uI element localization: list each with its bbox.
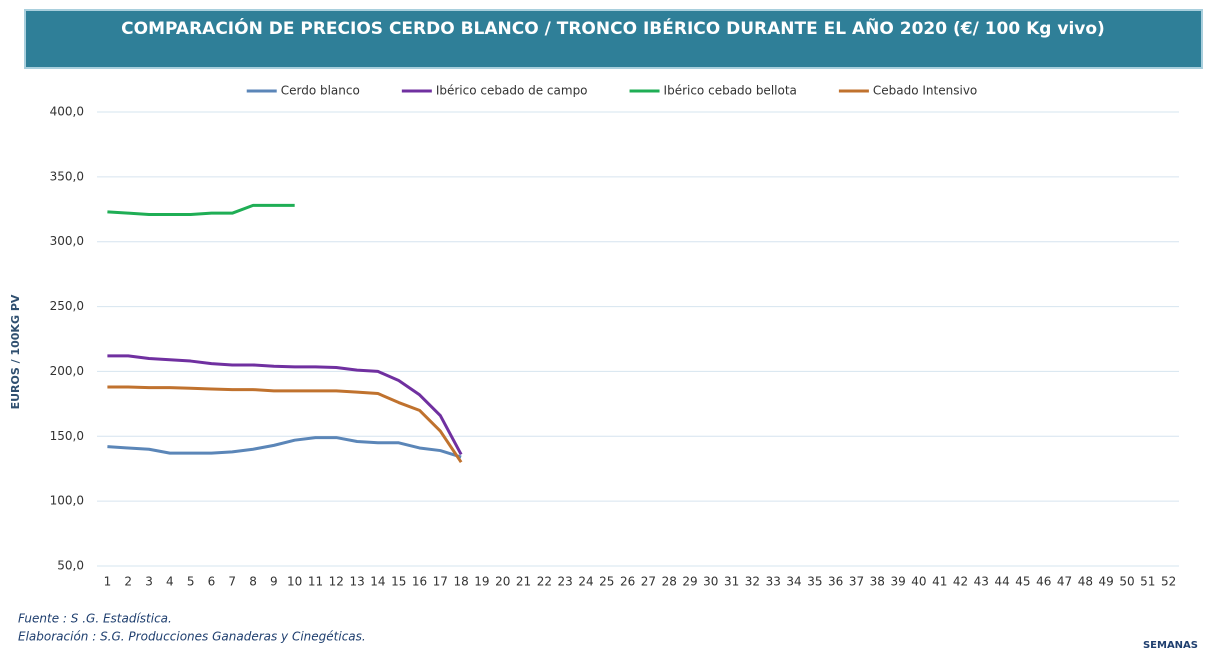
x-tick-label: 21	[516, 575, 531, 589]
x-tick-label: 41	[932, 575, 947, 589]
x-tick-label: 49	[1099, 575, 1114, 589]
legend-label: Cebado Intensivo	[873, 84, 977, 98]
x-tick-label: 28	[662, 575, 677, 589]
series-line	[107, 385, 463, 464]
x-tick-label: 17	[433, 575, 448, 589]
x-tick-label: 32	[745, 575, 760, 589]
x-tick-label: 19	[474, 575, 489, 589]
x-axis-label: SEMANAS	[1143, 640, 1198, 651]
x-tick-label: 5	[187, 575, 195, 589]
x-tick-label: 1	[104, 575, 112, 589]
x-tick-label: 10	[287, 575, 302, 589]
x-tick-label: 12	[329, 575, 344, 589]
x-tick-label: 27	[641, 575, 656, 589]
x-tick-label: 39	[890, 575, 905, 589]
y-axis-label: EUROS / 100KG PV	[9, 294, 22, 409]
x-tick-label: 37	[849, 575, 864, 589]
x-tick-label: 23	[558, 575, 573, 589]
x-tick-label: 43	[974, 575, 989, 589]
x-tick-label: 24	[578, 575, 593, 589]
y-tick-label: 400,0	[50, 105, 84, 119]
x-tick-label: 38	[870, 575, 885, 589]
x-tick-label: 51	[1140, 575, 1155, 589]
legend-label: Ibérico cebado de campo	[436, 84, 588, 98]
x-tick-label: 8	[249, 575, 257, 589]
footer-credit: Elaboración : S.G. Producciones Ganadera…	[18, 630, 366, 644]
x-tick-label: 16	[412, 575, 427, 589]
x-tick-label: 9	[270, 575, 278, 589]
x-tick-label: 14	[370, 575, 385, 589]
x-tick-label: 3	[145, 575, 153, 589]
x-tick-label: 25	[599, 575, 614, 589]
x-tick-label: 50	[1119, 575, 1134, 589]
y-tick-label: 100,0	[50, 494, 84, 508]
x-tick-label: 48	[1078, 575, 1093, 589]
x-tick-label: 35	[807, 575, 822, 589]
x-tick-label: 40	[911, 575, 926, 589]
x-tick-label: 45	[1015, 575, 1030, 589]
x-tick-label: 52	[1161, 575, 1176, 589]
y-tick-label: 150,0	[50, 429, 84, 443]
x-tick-label: 22	[537, 575, 552, 589]
x-tick-label: 42	[953, 575, 968, 589]
y-tick-label: 350,0	[50, 169, 84, 183]
legend-label: Cerdo blanco	[281, 84, 360, 98]
series-line	[107, 436, 462, 459]
x-tick-label: 20	[495, 575, 510, 589]
x-tick-label: 11	[308, 575, 323, 589]
x-tick-label: 44	[994, 575, 1009, 589]
x-tick-label: 31	[724, 575, 739, 589]
x-tick-label: 34	[786, 575, 801, 589]
x-tick-label: 47	[1057, 575, 1072, 589]
x-tick-label: 36	[828, 575, 843, 589]
x-tick-label: 4	[166, 575, 174, 589]
legend-label: Ibérico cebado bellota	[664, 84, 797, 98]
x-tick-label: 26	[620, 575, 635, 589]
x-tick-label: 2	[124, 575, 132, 589]
series-line	[107, 354, 463, 456]
series-line	[107, 203, 295, 216]
x-tick-label: 7	[228, 575, 236, 589]
x-tick-label: 6	[208, 575, 216, 589]
y-tick-label: 250,0	[50, 299, 84, 313]
y-tick-label: 50,0	[57, 559, 84, 573]
title-banner	[24, 9, 1203, 69]
x-tick-label: 46	[1036, 575, 1051, 589]
chart-title: COMPARACIÓN DE PRECIOS CERDO BLANCO / TR…	[121, 16, 1105, 39]
x-tick-label: 13	[349, 575, 364, 589]
y-tick-label: 300,0	[50, 234, 84, 248]
x-tick-label: 30	[703, 575, 718, 589]
x-tick-label: 29	[682, 575, 697, 589]
x-tick-label: 18	[453, 575, 468, 589]
y-tick-label: 200,0	[50, 364, 84, 378]
x-tick-label: 15	[391, 575, 406, 589]
footer-source: Fuente : S .G. Estadística.	[18, 612, 172, 626]
x-tick-label: 33	[766, 575, 781, 589]
